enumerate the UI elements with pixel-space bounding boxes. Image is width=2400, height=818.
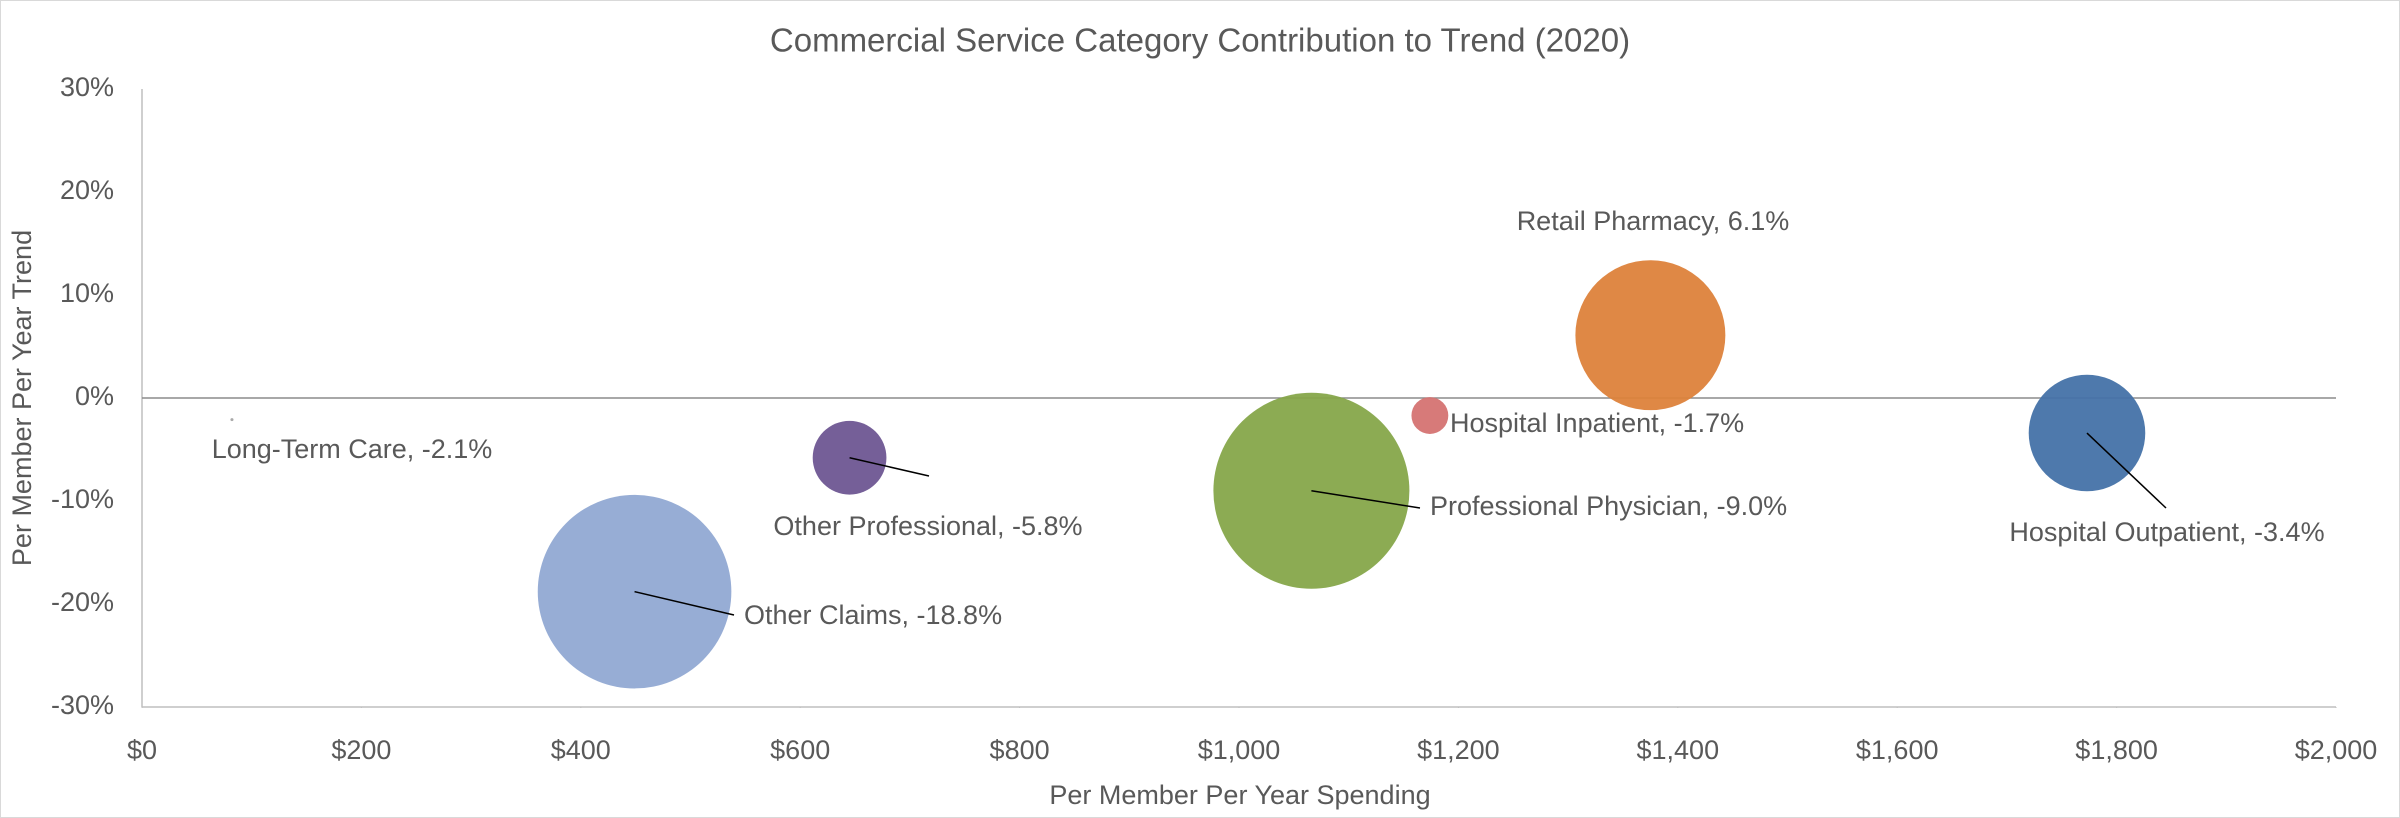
data-label: Other Professional, -5.8% [773,511,1082,541]
x-tick-label: $1,200 [1417,735,1500,765]
x-tick-label: $400 [551,735,611,765]
x-axis-title: Per Member Per Year Spending [1049,780,1430,810]
y-axis-title: Per Member Per Year Trend [7,230,37,566]
chart-title: Commercial Service Category Contribution… [770,22,1630,59]
x-tick-label: $600 [770,735,830,765]
leader-line [1311,489,1421,509]
x-tick-label: $1,600 [1856,735,1939,765]
leader-line [2086,432,2167,509]
data-label: Hospital Inpatient, -1.7% [1450,408,1744,438]
y-tick-label: -10% [51,484,114,514]
bubble [230,418,234,422]
y-tick-label: 20% [60,175,114,205]
x-tick-label: $1,800 [2075,735,2158,765]
y-tick-label: -20% [51,587,114,617]
data-label: Retail Pharmacy, 6.1% [1517,206,1790,236]
x-tick-label: $0 [127,735,157,765]
bubble [1575,260,1726,411]
y-tick-label: 30% [60,72,114,102]
data-label: Hospital Outpatient, -3.4% [2009,517,2324,547]
data-label: Other Claims, -18.8% [744,600,1002,630]
x-tick-label: $800 [990,735,1050,765]
x-tick-label: $200 [331,735,391,765]
x-tick-label: $1,400 [1637,735,1720,765]
bubble [1411,397,1449,434]
data-label: Long-Term Care, -2.1% [212,434,493,464]
x-tick-label: $2,000 [2295,735,2378,765]
leader-line [634,590,735,616]
leader-line [849,457,930,477]
y-tick-label: -30% [51,690,114,720]
y-tick-label: 10% [60,278,114,308]
y-tick-label: 0% [75,381,114,411]
data-label: Professional Physician, -9.0% [1430,491,1787,521]
x-tick-label: $1,000 [1198,735,1281,765]
